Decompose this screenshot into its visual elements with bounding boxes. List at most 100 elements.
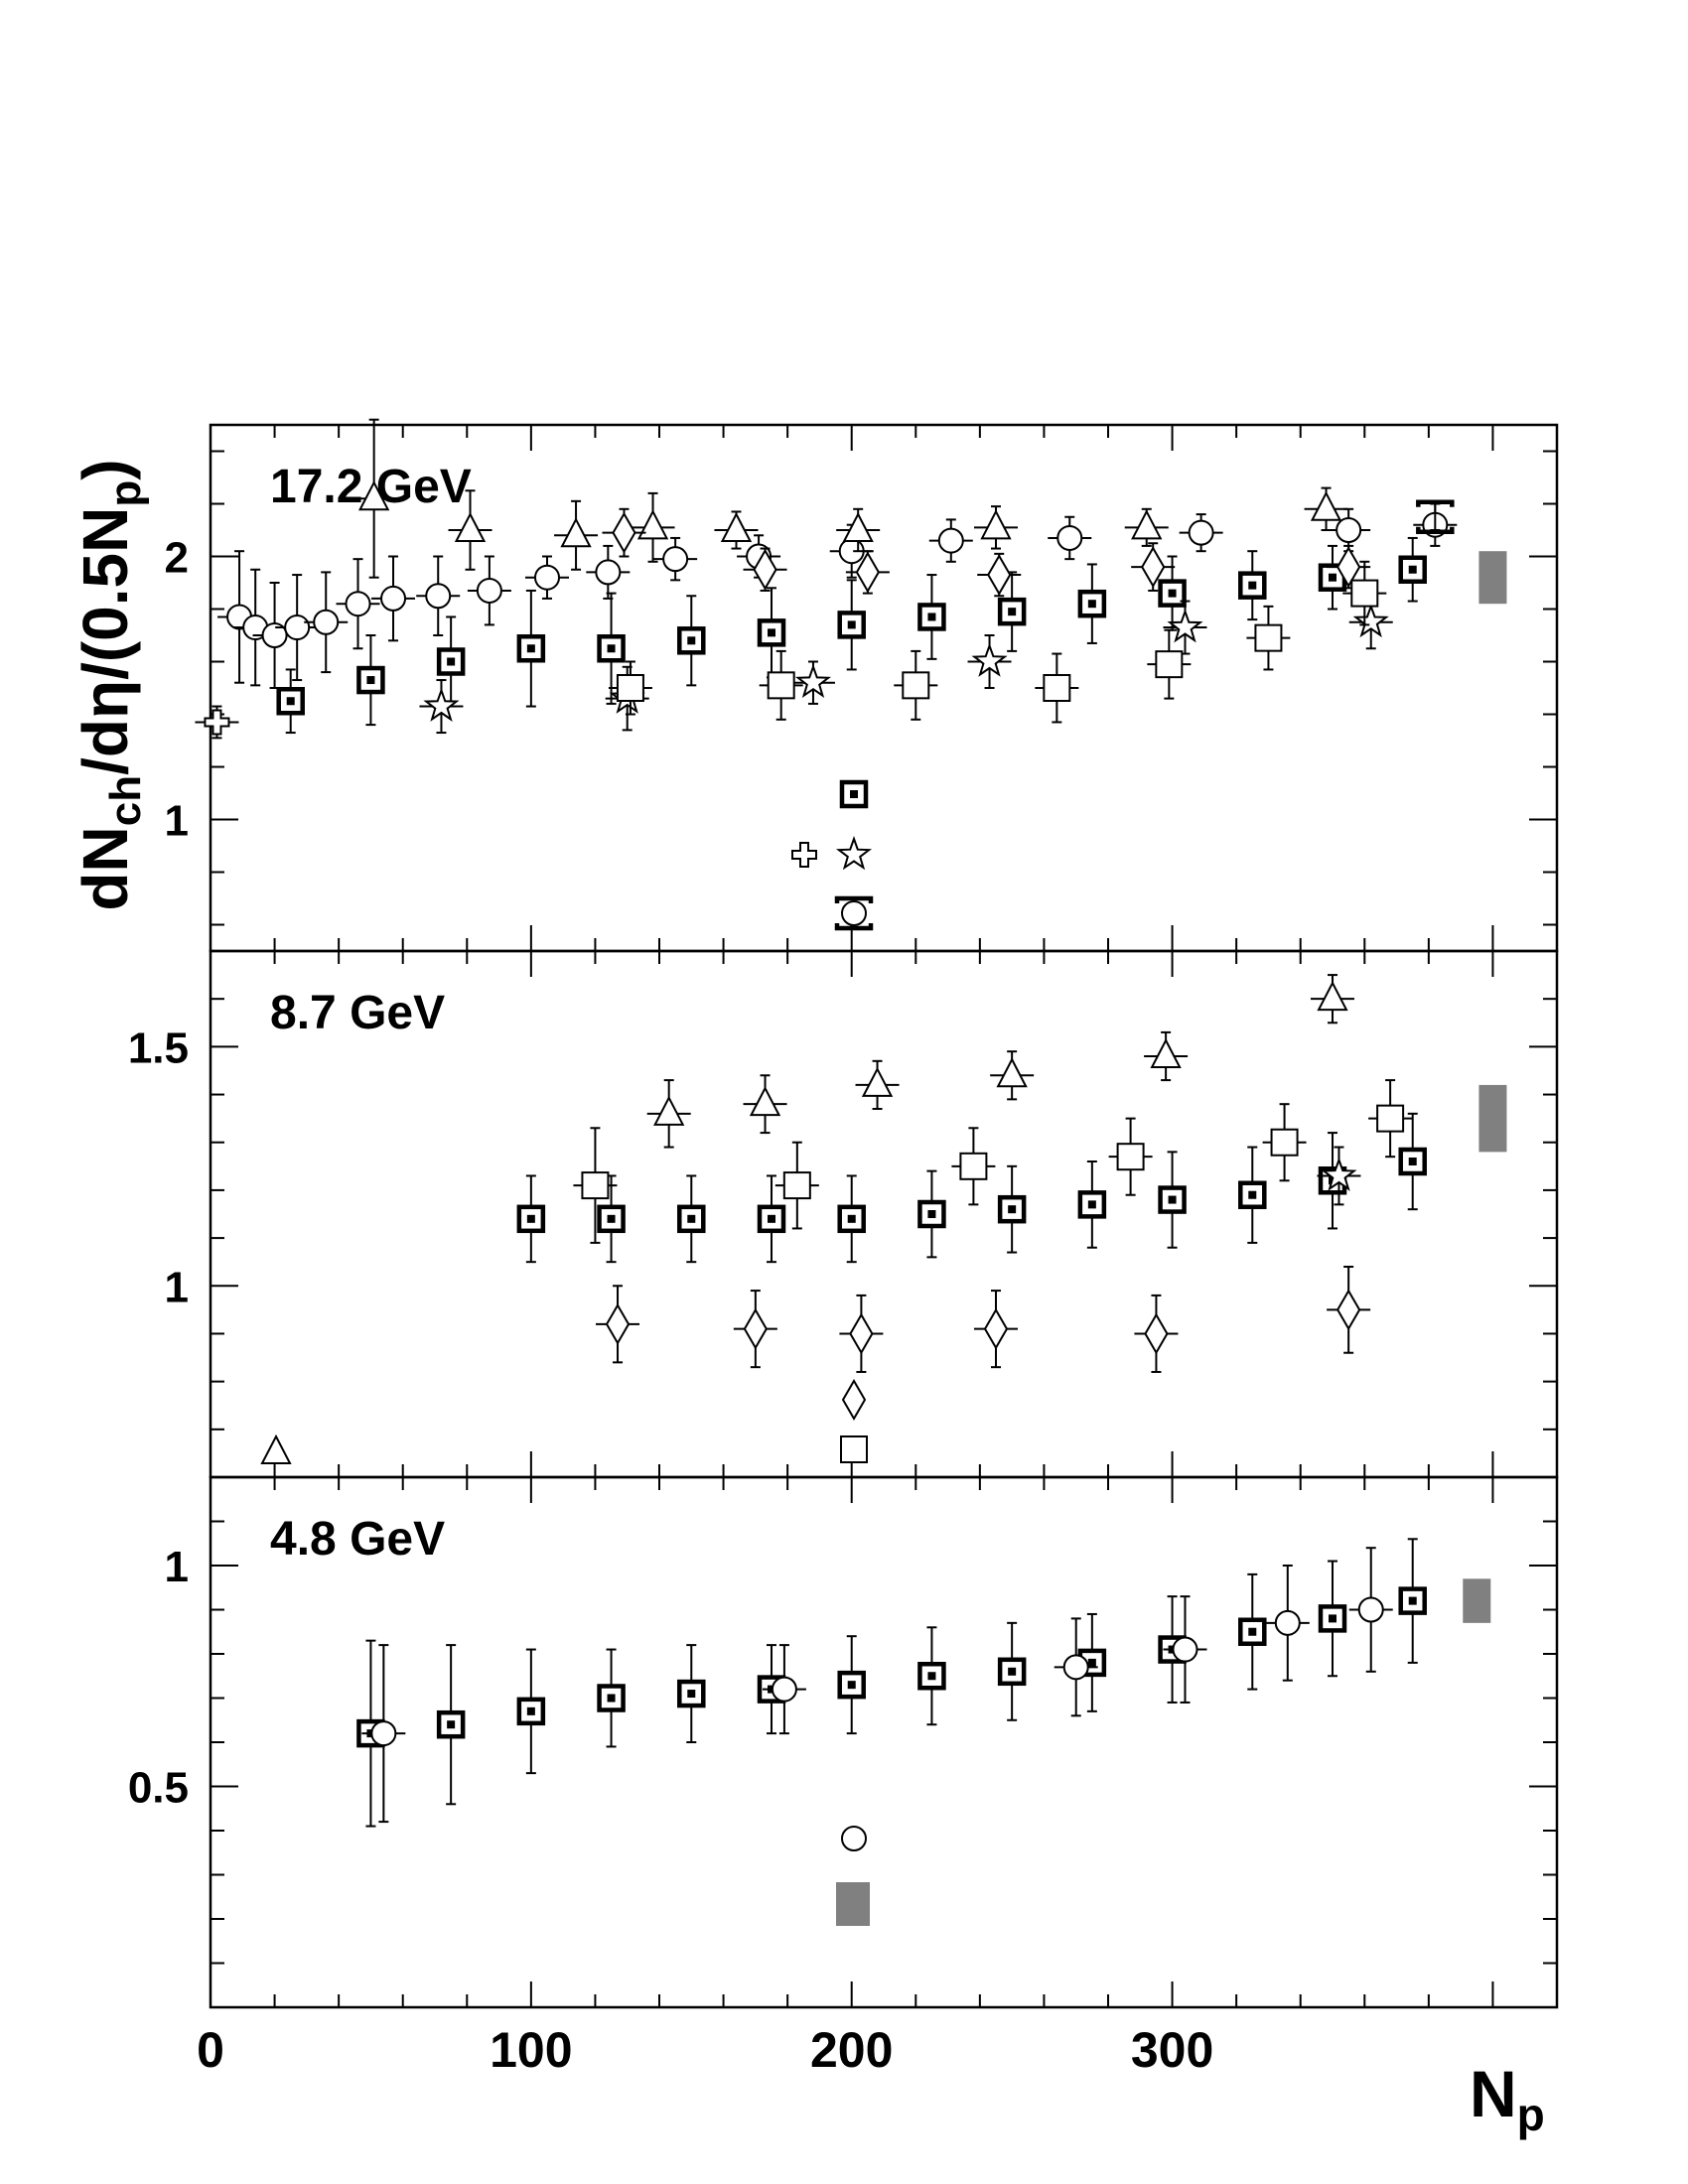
data-point [997,597,1027,626]
data-point [917,1199,946,1229]
data-point [743,1307,769,1350]
data-point [837,611,866,639]
data-point [1336,517,1362,543]
data-point [1188,519,1214,546]
data-point [284,614,311,641]
legend-na49-cross-marker [791,842,817,868]
data-point [757,618,786,647]
data-point [380,585,407,612]
y-tick-label: 1 [165,1263,189,1311]
data-point [1270,1128,1299,1157]
y-tick-label: 1.5 [128,1024,189,1072]
data-point [1416,499,1455,534]
panel-title: 8.7 GeV [270,987,445,1039]
data-point [1238,1180,1267,1209]
panel-title: 4.8 GeV [270,1513,445,1566]
data-point [917,1662,946,1691]
data-point [516,634,546,663]
data-point [861,1066,894,1097]
data-point [358,480,390,511]
data-point [1336,1289,1361,1331]
data-point [612,511,636,554]
panel-1 [516,974,1507,1373]
legend-wa98-circle-marker [841,900,867,926]
series-cross [195,705,239,740]
data-point [1150,1037,1182,1068]
series-bigsq [1416,499,1455,534]
syst-error-box [1463,1578,1491,1623]
data-point [677,1679,706,1708]
x-axis-title: Np [1470,2057,1545,2140]
data-point [662,546,689,573]
data-point [370,1720,397,1747]
data-point [720,511,753,542]
data-point [1376,1104,1405,1133]
series-avgsq [356,1538,1427,1828]
data-point [677,626,706,655]
series-circle [217,502,1458,689]
legend-average-marker [839,779,869,809]
data-point [1158,1185,1187,1214]
data-point [767,671,795,700]
data-point [1056,524,1083,551]
legend [260,779,874,1926]
panel-frames [209,423,1559,2009]
series-star [419,595,1393,735]
series-square [608,560,1387,724]
data-point [1141,546,1166,589]
data-point [204,709,230,736]
data-point [636,509,669,540]
syst-error-box [1478,551,1507,605]
panel-0 [195,418,1507,740]
y-axis-title: dNch/dη/(0.5Np) [70,459,150,910]
data-point [476,577,502,604]
data-point [757,1204,786,1234]
legend-na50-marker [841,1379,867,1421]
series-star [1317,1146,1361,1206]
data-point [1398,1147,1427,1176]
data-point [902,671,930,700]
data-point [1254,623,1283,652]
text-layer: 1 2 17.2 GeV 1 1.5 8.7 GeV 0.5 1 4.8 GeV 0 100 200 3… [70,459,1545,2139]
data-point [917,603,946,631]
data-point [423,687,460,722]
data-point [1310,490,1342,521]
data-point [454,511,487,542]
data-point [595,559,622,586]
x-tick-label: 200 [810,2022,893,2078]
data-point [436,647,466,676]
data-point [997,1194,1027,1224]
data-point [345,591,371,617]
data-point [597,1204,626,1234]
data-point [749,1086,781,1117]
y-tick-label: 1 [165,797,189,846]
y-tick-label: 0.5 [128,1764,189,1813]
data-point [1336,546,1361,589]
syst-error-box [1478,1084,1507,1153]
data-point [261,622,288,648]
legend-e802-marker [841,1826,867,1851]
data-point [983,1307,1009,1350]
data-point [560,517,592,548]
legend-wa98-box-marker [834,895,874,931]
series-diamond [596,1266,1371,1373]
data-point [1274,1609,1301,1636]
data-point [1321,1157,1357,1191]
data-point [837,1670,866,1700]
y-tick-label: 2 [165,534,189,583]
legend-na49-star-marker [835,836,873,871]
data-point [959,1152,988,1180]
data-point [616,674,644,702]
data-point [597,634,626,663]
panel-title: 17.2 GeV [270,461,472,513]
data-point [1238,1617,1267,1646]
data-point [855,551,881,594]
series-square [573,1079,1413,1244]
data-point [937,527,964,554]
data-point [1077,589,1107,618]
series-triangle [646,974,1354,1149]
data-point [516,1697,546,1726]
legend-recalc-error-marker [836,1882,870,1926]
data-point [771,1676,797,1703]
